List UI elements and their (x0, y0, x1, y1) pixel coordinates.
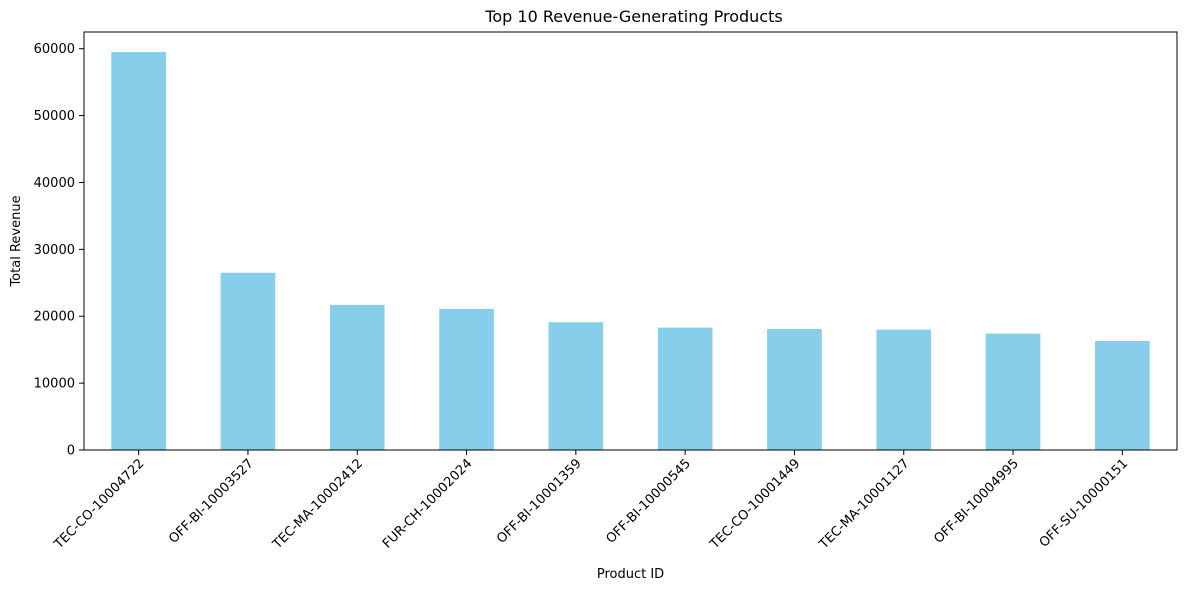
y-tick-label: 30000 (34, 243, 75, 258)
x-tick-label: OFF-BI-10001359 (494, 456, 585, 547)
x-tick-label: OFF-SU-10000151 (1037, 456, 1131, 550)
x-tick-label: OFF-BI-10000545 (603, 456, 694, 547)
x-tick-label: TEC-MA-10001127 (816, 456, 913, 553)
y-tick-label: 0 (67, 444, 75, 459)
bar-tec-ma-10001127 (876, 329, 932, 450)
y-axis-title: Total Revenue (9, 195, 24, 287)
bar-off-bi-10004995 (985, 333, 1041, 450)
x-axis-title: Product ID (597, 567, 664, 582)
y-axis: 0 10000 20000 30000 40000 50000 60000 (34, 42, 84, 459)
x-tick-label: FUR-CH-10002024 (380, 456, 475, 551)
bar-off-bi-10003527 (220, 272, 276, 450)
bar-off-bi-10000545 (657, 327, 713, 450)
x-tick-label: OFF-BI-10003527 (166, 456, 257, 547)
y-tick-label: 50000 (34, 109, 75, 124)
y-tick-label: 10000 (34, 377, 75, 392)
bar-tec-ma-10002412 (329, 304, 385, 450)
bar-fur-ch-10002024 (439, 308, 494, 450)
bar-tec-co-10001449 (767, 328, 822, 450)
bars-layer (111, 52, 1150, 451)
x-tick-label: TEC-CO-10001449 (707, 456, 803, 552)
x-tick-label: TEC-CO-10004722 (51, 456, 147, 552)
x-tick-label: OFF-BI-10004995 (931, 456, 1022, 547)
y-tick-label: 40000 (34, 176, 75, 191)
chart-title: Top 10 Revenue-Generating Products (484, 7, 782, 26)
bar-tec-co-10004722 (111, 52, 166, 451)
bar-off-bi-10001359 (548, 322, 604, 450)
x-axis: TEC-CO-10004722 OFF-BI-10003527 TEC-MA-100… (51, 450, 1131, 553)
y-tick-label: 60000 (34, 42, 75, 57)
plot-frame (83, 31, 1178, 451)
x-tick-label: TEC-MA-10002412 (269, 456, 366, 553)
y-tick-label: 20000 (34, 310, 75, 325)
bar-off-su-10000151 (1095, 340, 1150, 450)
